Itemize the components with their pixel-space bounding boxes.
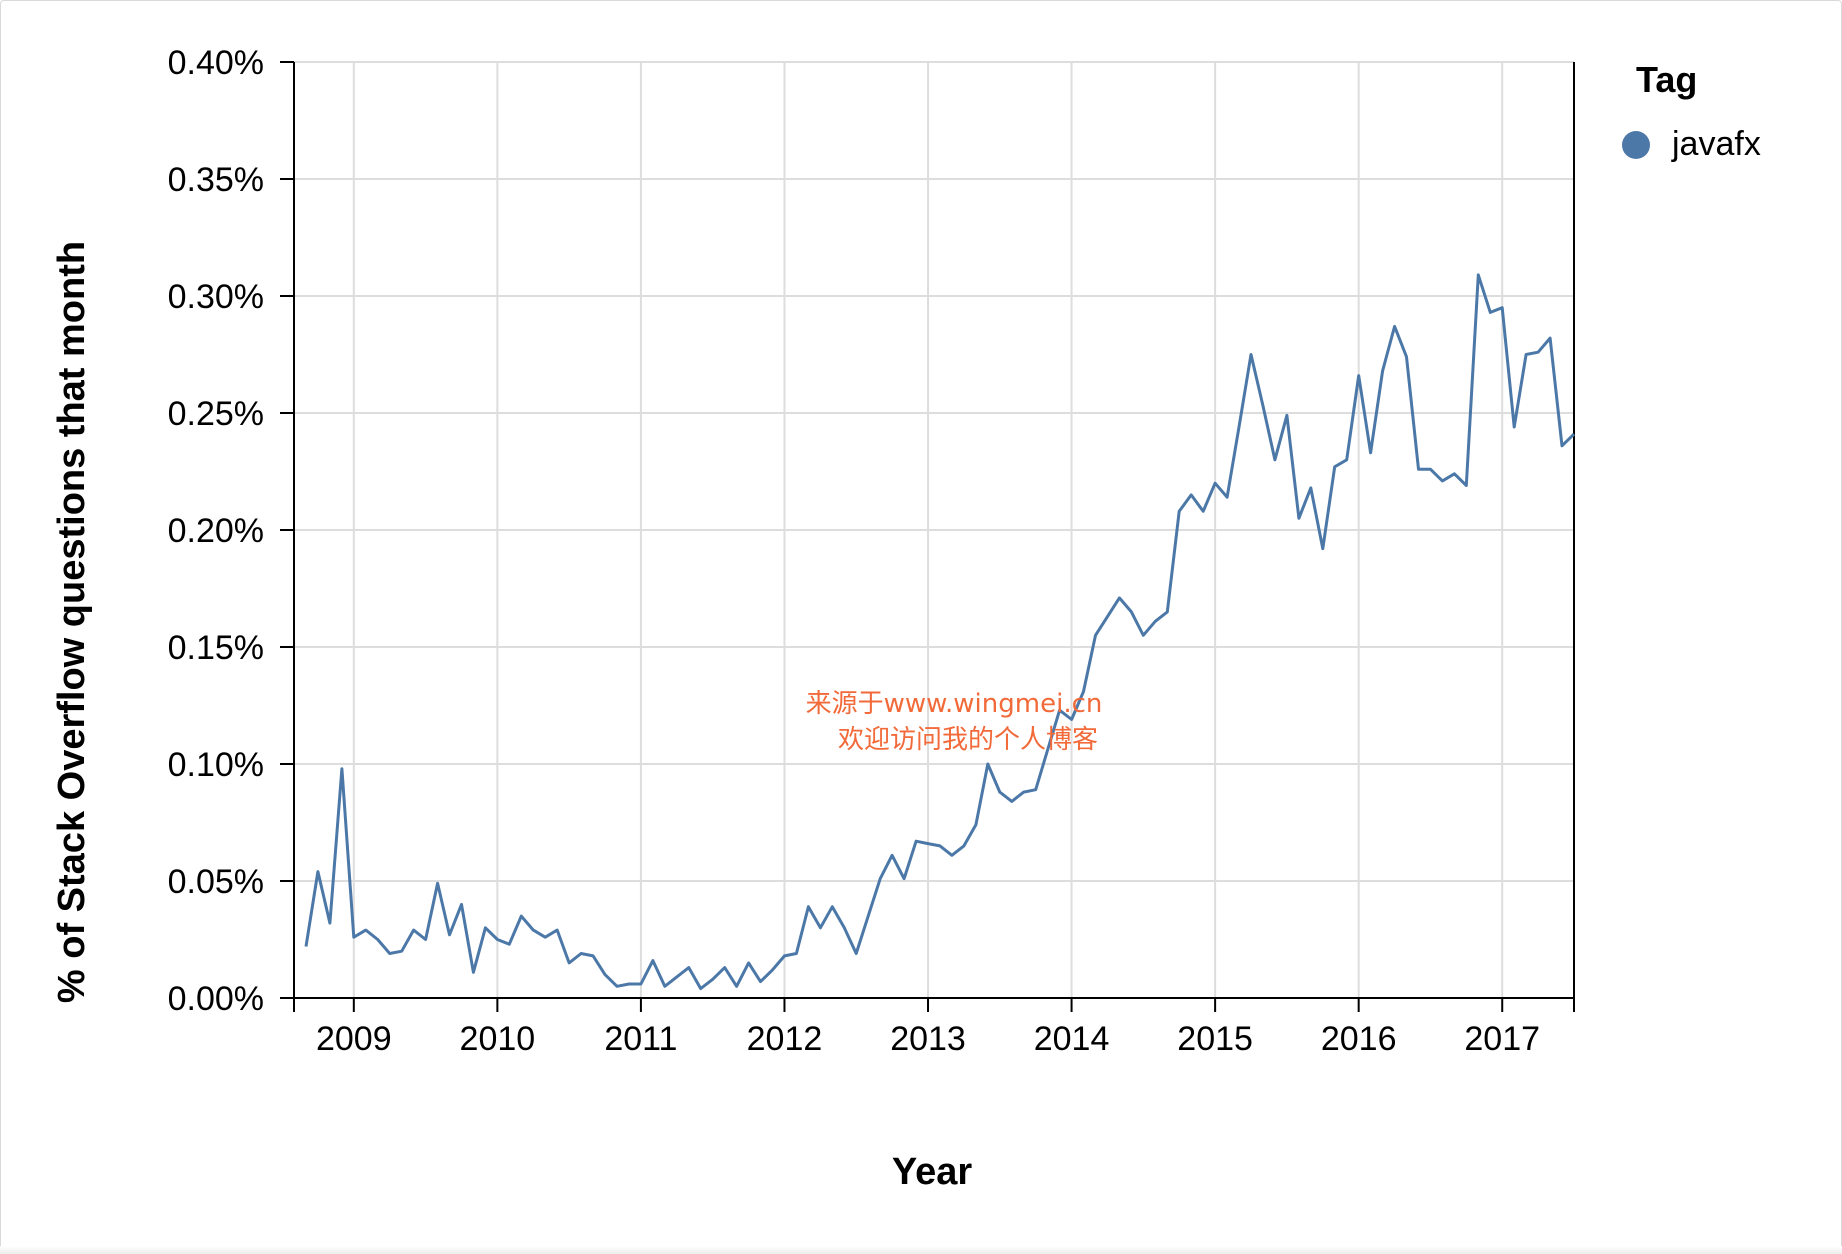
y-tick-label: 0.20% xyxy=(168,512,264,550)
x-tick-label: 2011 xyxy=(604,1020,677,1058)
series-line-javafx xyxy=(304,273,1576,991)
y-axis-title: % of Stack Overflow questions that month xyxy=(51,241,93,1003)
x-axis: 2009 2010 2011 2012 2013 2014 2015 2016 2017 xyxy=(294,62,1575,1058)
grid-lines xyxy=(294,61,1574,999)
x-tick-label: 2013 xyxy=(890,1020,966,1058)
legend: Tag javafx xyxy=(1622,59,1761,163)
y-tick-label: 0.10% xyxy=(168,746,264,784)
y-axis: 0.00% 0.05% 0.10% 0.15% 0.20% 0.25% 0.30% 0.35%… xyxy=(168,44,295,1018)
watermark: 来源于www.wingmei.cn 欢迎访问我的个人博客 xyxy=(806,689,1103,755)
y-tick-label: 0.40% xyxy=(168,44,264,82)
x-tick-label: 2014 xyxy=(1034,1020,1110,1058)
series-layer xyxy=(304,273,1576,991)
y-tick-label: 0.05% xyxy=(168,863,264,901)
x-tick-label: 2016 xyxy=(1321,1020,1397,1058)
x-tick-label: 2009 xyxy=(316,1020,392,1058)
y-tick-label: 0.15% xyxy=(168,629,264,667)
legend-swatch-javafx xyxy=(1622,131,1650,159)
y-tick-label: 0.35% xyxy=(168,161,264,199)
window-bottom-edge xyxy=(0,1246,1842,1254)
y-tick-label: 0.00% xyxy=(168,980,264,1018)
legend-label-javafx: javafx xyxy=(1671,125,1761,163)
legend-title: Tag xyxy=(1636,59,1697,100)
y-tick-label: 0.30% xyxy=(168,278,264,316)
x-tick-label: 2017 xyxy=(1464,1020,1540,1058)
x-tick-label: 2010 xyxy=(460,1020,536,1058)
watermark-line-2: 欢迎访问我的个人博客 xyxy=(838,725,1098,755)
y-tick-label: 0.25% xyxy=(168,395,264,433)
x-tick-label: 2015 xyxy=(1177,1020,1253,1058)
x-axis-title: Year xyxy=(892,1151,973,1193)
watermark-line-1: 来源于www.wingmei.cn xyxy=(806,689,1103,719)
x-tick-label: 2012 xyxy=(747,1020,823,1058)
